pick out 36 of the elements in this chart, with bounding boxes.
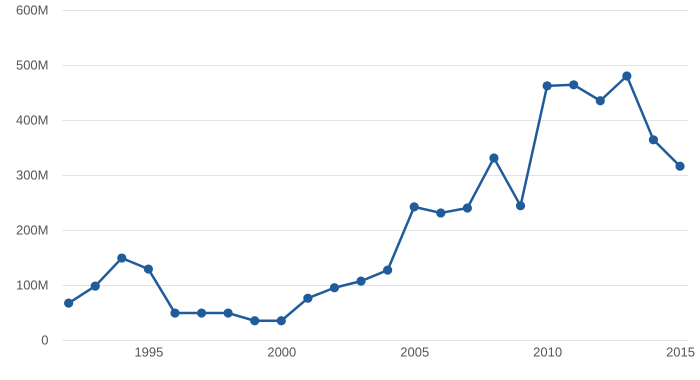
x-tick-label: 2010 [533, 344, 562, 360]
point [648, 135, 658, 144]
y-tick-label: 300M [16, 168, 48, 182]
point [196, 308, 206, 318]
point [117, 253, 126, 263]
y-tick-label: 400M [16, 112, 48, 128]
y-tick-label: 600M [16, 2, 48, 18]
point [356, 276, 366, 286]
x-tick-label: 1995 [134, 344, 164, 360]
point [224, 308, 233, 318]
point [383, 266, 392, 275]
point [250, 316, 260, 326]
point [276, 316, 286, 326]
point [64, 298, 74, 308]
point [569, 80, 578, 90]
point [542, 81, 552, 90]
point [462, 203, 472, 213]
y-tick-label: 0 [41, 332, 48, 348]
x-tick-label: 2000 [267, 344, 296, 360]
point [489, 153, 499, 163]
y-tick-label: 200M [16, 222, 48, 238]
point [410, 202, 419, 212]
point [622, 71, 632, 81]
point [144, 264, 153, 274]
point [303, 294, 312, 303]
point [330, 283, 340, 292]
point [90, 282, 100, 291]
y-tick-label: 100M [16, 278, 48, 292]
x-tick-label: 2005 [400, 344, 430, 360]
x-tick-label: 2015 [666, 344, 695, 360]
point [596, 96, 605, 106]
point [170, 308, 180, 318]
point [436, 208, 446, 218]
point [675, 162, 685, 171]
point [516, 201, 526, 210]
y-tick-label: 500M [16, 58, 48, 72]
